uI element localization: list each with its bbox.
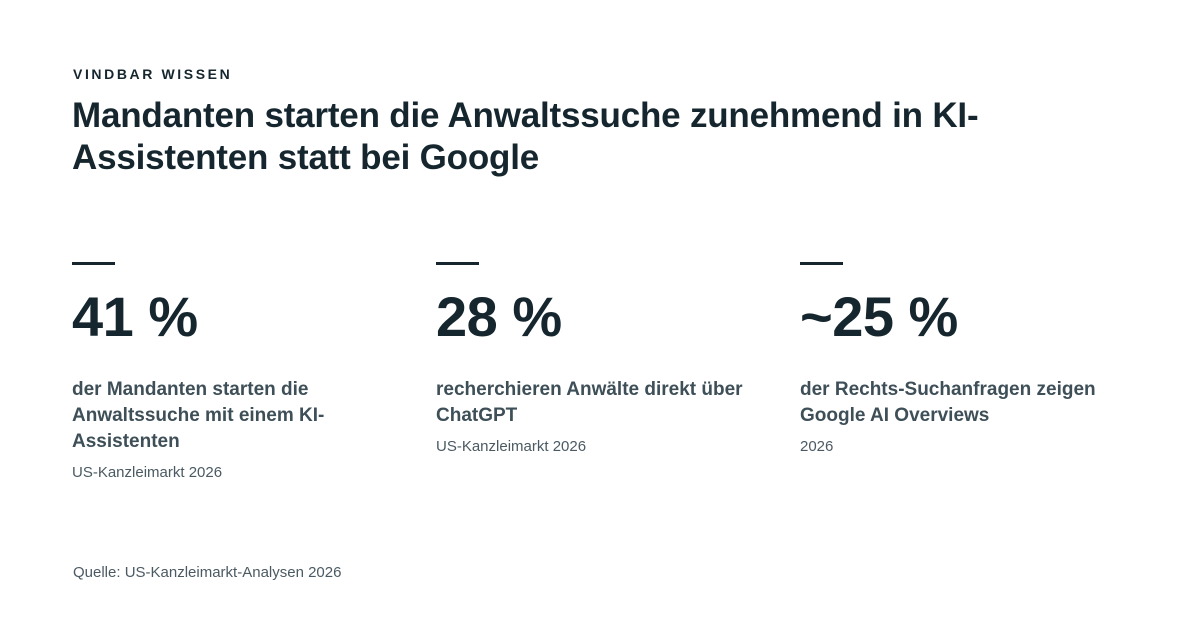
stat-description: der Mandanten starten die Anwaltssuche m… (72, 379, 325, 452)
stat-divider (72, 262, 115, 265)
stat-value: 28 % (436, 285, 562, 348)
stat-description: recherchieren Anwälte direkt über ChatGP… (436, 379, 743, 426)
stat-divider (800, 262, 843, 265)
stat-card: ~25 % der Rechts-Suchanfragen zeigen Goo… (800, 262, 1140, 457)
page-title: Mandanten starten die Anwaltssuche zuneh… (72, 96, 979, 177)
stat-meta: 2026 (800, 438, 834, 455)
stat-divider (436, 262, 479, 265)
stat-card: 28 % recherchieren Anwälte direkt über C… (436, 262, 776, 457)
stat-value: ~25 % (800, 285, 958, 348)
source-note: Quelle: US-Kanzleimarkt-Analysen 2026 (73, 564, 342, 581)
stat-meta: US-Kanzleimarkt 2026 (436, 438, 587, 455)
stat-meta: US-Kanzleimarkt 2026 (72, 464, 223, 481)
eyebrow-label: VINDBAR WISSEN (73, 66, 233, 82)
stat-value: 41 % (72, 285, 198, 348)
stat-card: 41 % der Mandanten starten die Anwaltssu… (72, 262, 412, 483)
stat-description: der Rechts-Suchanfragen zeigen Google AI… (800, 379, 1096, 426)
